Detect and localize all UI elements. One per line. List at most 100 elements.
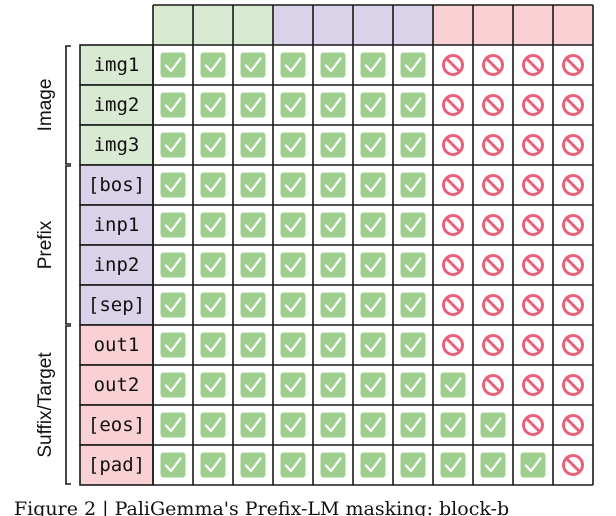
row-label-text: [eos] [88,414,145,436]
column-header-suffix-8 [433,5,473,45]
check-icon [280,212,306,238]
check-icon [240,372,266,398]
check-icon [160,172,186,198]
check-icon [200,332,226,358]
check-icon [280,412,306,438]
prohibited-icon [562,454,584,476]
prohibited-icon [482,214,504,236]
prohibited-icon [522,94,544,116]
check-icon [400,452,426,478]
prohibited-icon [442,134,464,156]
row-label-background [79,404,154,446]
check-icon [400,252,426,278]
check-icon [400,172,426,198]
row-label-background [79,44,154,86]
group-label-prefix: Prefix [35,220,56,269]
check-icon [440,452,466,478]
column-header-image-3 [233,5,273,45]
check-icon [160,292,186,318]
prohibited-icon [442,254,464,276]
row-label-bos: [bos] [79,164,154,206]
check-icon [200,212,226,238]
check-icon [440,372,466,398]
check-icon [280,372,306,398]
row-label-sep: [sep] [79,284,154,326]
prohibited-icon [522,174,544,196]
check-icon [400,92,426,118]
row-label-img1: img1 [79,44,154,86]
check-icon [280,92,306,118]
check-icon [320,172,346,198]
prohibited-icon [482,374,504,396]
check-icon [280,332,306,358]
column-header-suffix-10 [513,5,553,45]
check-icon [200,132,226,158]
prohibited-icon [522,254,544,276]
row-label-text: img3 [94,134,140,156]
check-icon [440,412,466,438]
check-icon [280,292,306,318]
check-icon [240,292,266,318]
check-icon [520,452,546,478]
prohibited-icon [442,334,464,356]
check-icon [240,332,266,358]
check-icon [240,212,266,238]
row-label-text: [pad] [88,454,145,476]
caption-text: Figure 2 | PaliGemma's Prefix-LM masking… [14,498,510,516]
prohibited-icon [522,334,544,356]
prohibited-icon [522,374,544,396]
check-icon [280,452,306,478]
group-label-suffix: Suffix/Target [35,352,56,458]
check-icon [400,372,426,398]
row-label-text: inp1 [94,214,140,236]
check-icon [360,52,386,78]
row-label-pad: [pad] [79,444,154,486]
check-icon [240,412,266,438]
check-icon [240,52,266,78]
column-header-prefix-7 [393,5,433,45]
check-icon [360,92,386,118]
prohibited-icon [562,334,584,356]
check-icon [200,172,226,198]
check-icon [320,52,346,78]
row-label-out2: out2 [79,364,154,406]
row-label-text: out1 [94,334,140,356]
check-icon [160,132,186,158]
check-icon [160,372,186,398]
prohibited-icon [482,94,504,116]
row-labels: img1 img2 img3 [bos] inp1 inp2 [sep] out1 out2 [e… [79,44,154,486]
check-icon [400,412,426,438]
check-icon [160,92,186,118]
check-icon [320,252,346,278]
check-icon [240,452,266,478]
check-icon [320,452,346,478]
column-header-suffix-9 [473,5,513,45]
check-icon [160,452,186,478]
row-label-text: img1 [94,54,140,76]
group-bracket-prefix [65,165,71,325]
check-icon [400,52,426,78]
prohibited-icon [482,294,504,316]
check-icon [480,452,506,478]
mask-grid [160,52,584,478]
row-label-text: img2 [94,94,140,116]
check-icon [360,292,386,318]
check-icon [400,332,426,358]
check-icon [320,372,346,398]
check-icon [360,452,386,478]
check-icon [400,132,426,158]
row-label-background [79,84,154,126]
check-icon [160,332,186,358]
check-icon [360,372,386,398]
prohibited-icon [562,294,584,316]
prohibited-icon [482,174,504,196]
prohibited-icon [522,214,544,236]
row-label-inp1: inp1 [79,204,154,246]
column-header-image-2 [193,5,233,45]
check-icon [200,372,226,398]
check-icon [200,292,226,318]
prohibited-icon [442,214,464,236]
prohibited-icon [562,94,584,116]
group-bracket-suffix [65,325,71,485]
